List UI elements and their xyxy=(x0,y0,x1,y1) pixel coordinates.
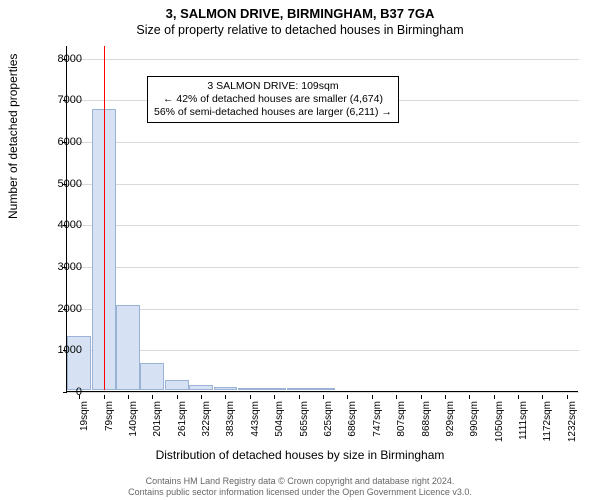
xtick-mark xyxy=(177,395,178,399)
xtick-mark xyxy=(421,395,422,399)
xtick-label: 686sqm xyxy=(347,401,358,437)
xtick-label: 79sqm xyxy=(104,401,115,431)
xtick-mark xyxy=(347,395,348,399)
xtick-mark xyxy=(128,395,129,399)
xtick-mark xyxy=(567,395,568,399)
xtick-label: 383sqm xyxy=(225,401,236,437)
xtick-mark xyxy=(299,395,300,399)
property-indicator-line xyxy=(104,46,105,390)
xtick-mark xyxy=(396,395,397,399)
xtick-mark xyxy=(542,395,543,399)
histogram-bar xyxy=(262,388,286,390)
xtick-label: 443sqm xyxy=(250,401,261,437)
xtick-mark xyxy=(445,395,446,399)
histogram-bar xyxy=(238,388,262,390)
xtick-mark xyxy=(469,395,470,399)
gridline xyxy=(67,59,579,60)
chart-subtitle: Size of property relative to detached ho… xyxy=(0,21,600,41)
xtick-label: 1111sqm xyxy=(518,401,529,440)
xtick-mark xyxy=(518,395,519,399)
xtick-label: 565sqm xyxy=(299,401,310,437)
gridline xyxy=(67,184,579,185)
gridline xyxy=(67,309,579,310)
histogram-bar xyxy=(165,380,189,390)
ytick-label: 3000 xyxy=(42,261,82,273)
histogram-bar xyxy=(287,388,311,390)
xtick-label: 747sqm xyxy=(372,401,383,437)
xtick-label: 807sqm xyxy=(396,401,407,437)
histogram-bar xyxy=(116,305,140,390)
xtick-label: 929sqm xyxy=(445,401,456,437)
chart-title: 3, SALMON DRIVE, BIRMINGHAM, B37 7GA xyxy=(0,0,600,21)
y-axis-label: Number of detached properties xyxy=(6,54,20,219)
histogram-bar xyxy=(140,363,164,390)
histogram-bar xyxy=(311,388,335,390)
ytick-label: 7000 xyxy=(42,94,82,106)
chart-container: 3, SALMON DRIVE, BIRMINGHAM, B37 7GA Siz… xyxy=(0,0,600,500)
footer-line-1: Contains HM Land Registry data © Crown c… xyxy=(0,476,600,487)
gridline xyxy=(67,350,579,351)
xtick-label: 990sqm xyxy=(469,401,480,437)
gridline xyxy=(67,142,579,143)
gridline xyxy=(67,392,579,393)
gridline xyxy=(67,225,579,226)
xtick-label: 504sqm xyxy=(274,401,285,437)
xtick-mark xyxy=(494,395,495,399)
property-annotation: 3 SALMON DRIVE: 109sqm← 42% of detached … xyxy=(147,76,399,123)
xtick-mark xyxy=(152,395,153,399)
xtick-label: 140sqm xyxy=(128,401,139,437)
ytick-label: 2000 xyxy=(42,303,82,315)
xtick-label: 201sqm xyxy=(152,401,163,437)
x-axis-label: Distribution of detached houses by size … xyxy=(0,448,600,462)
footer-line-2: Contains public sector information licen… xyxy=(0,487,600,498)
footer-attribution: Contains HM Land Registry data © Crown c… xyxy=(0,476,600,498)
plot-frame: 19sqm79sqm140sqm201sqm261sqm322sqm383sqm… xyxy=(66,46,578,392)
ytick-label: 8000 xyxy=(42,53,82,65)
gridline xyxy=(67,267,579,268)
histogram-bar xyxy=(189,385,213,390)
ytick-label: 0 xyxy=(42,386,82,398)
annotation-line: ← 42% of detached houses are smaller (4,… xyxy=(154,93,392,106)
xtick-mark xyxy=(323,395,324,399)
xtick-label: 1172sqm xyxy=(542,401,553,441)
xtick-label: 1232sqm xyxy=(567,401,578,442)
xtick-mark xyxy=(201,395,202,399)
plot-area: 19sqm79sqm140sqm201sqm261sqm322sqm383sqm… xyxy=(66,46,578,392)
xtick-mark xyxy=(225,395,226,399)
xtick-label: 322sqm xyxy=(201,401,212,437)
histogram-bar xyxy=(214,387,238,390)
xtick-mark xyxy=(274,395,275,399)
xtick-label: 868sqm xyxy=(421,401,432,437)
xtick-mark xyxy=(372,395,373,399)
xtick-label: 1050sqm xyxy=(494,401,505,442)
xtick-mark xyxy=(250,395,251,399)
ytick-label: 6000 xyxy=(42,136,82,148)
xtick-label: 261sqm xyxy=(177,401,188,437)
ytick-label: 5000 xyxy=(42,178,82,190)
xtick-label: 625sqm xyxy=(323,401,334,437)
xtick-mark xyxy=(104,395,105,399)
xtick-label: 19sqm xyxy=(79,401,90,431)
ytick-label: 4000 xyxy=(42,219,82,231)
annotation-line: 3 SALMON DRIVE: 109sqm xyxy=(154,80,392,93)
annotation-line: 56% of semi-detached houses are larger (… xyxy=(154,106,392,119)
ytick-label: 1000 xyxy=(42,344,82,356)
